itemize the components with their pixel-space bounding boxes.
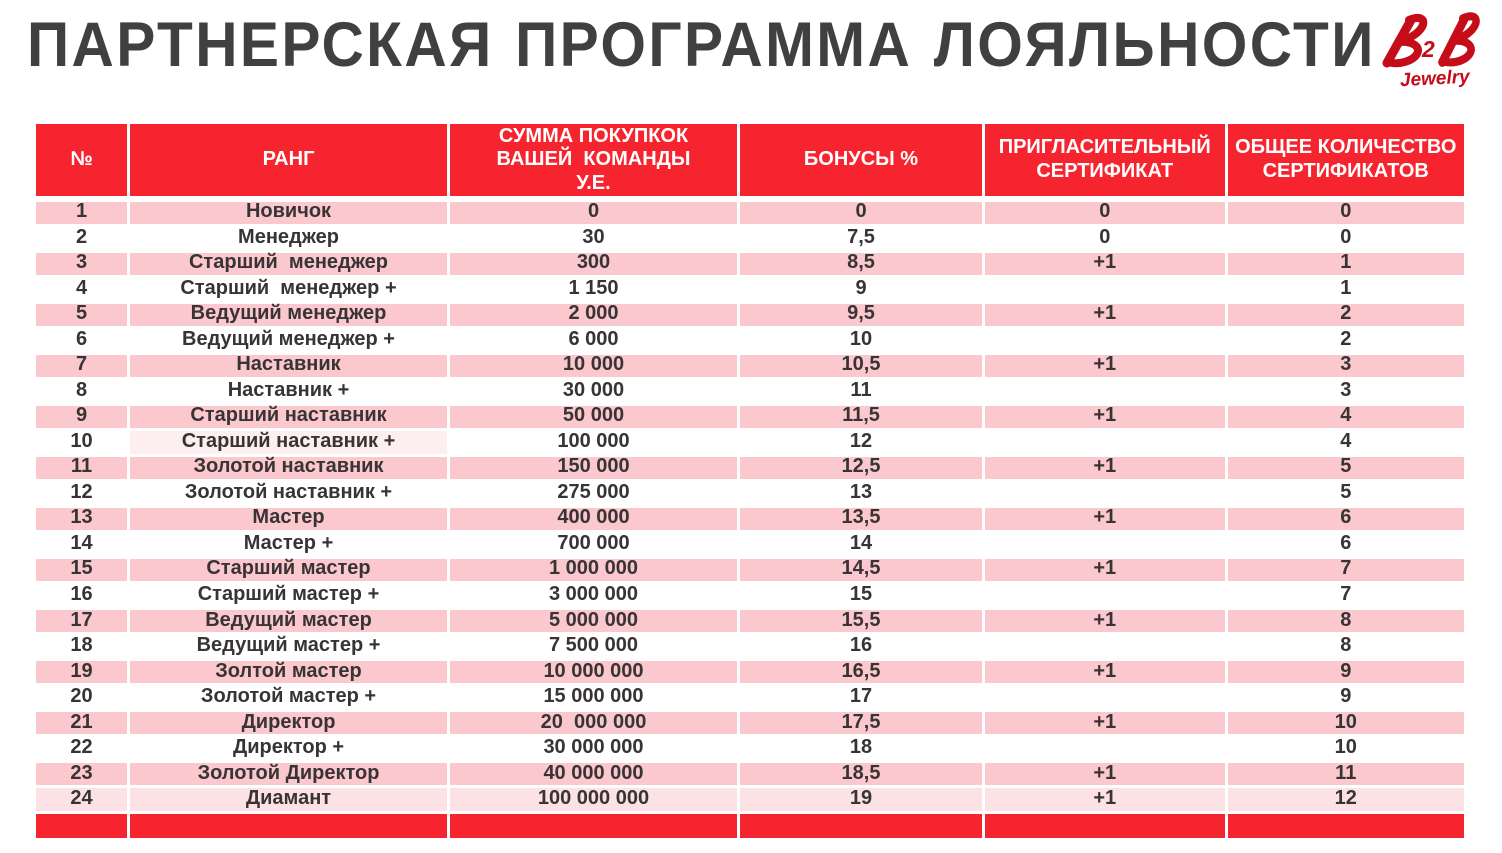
svg-text:Jewelry: Jewelry bbox=[1399, 66, 1471, 91]
svg-text:2: 2 bbox=[1421, 36, 1435, 62]
